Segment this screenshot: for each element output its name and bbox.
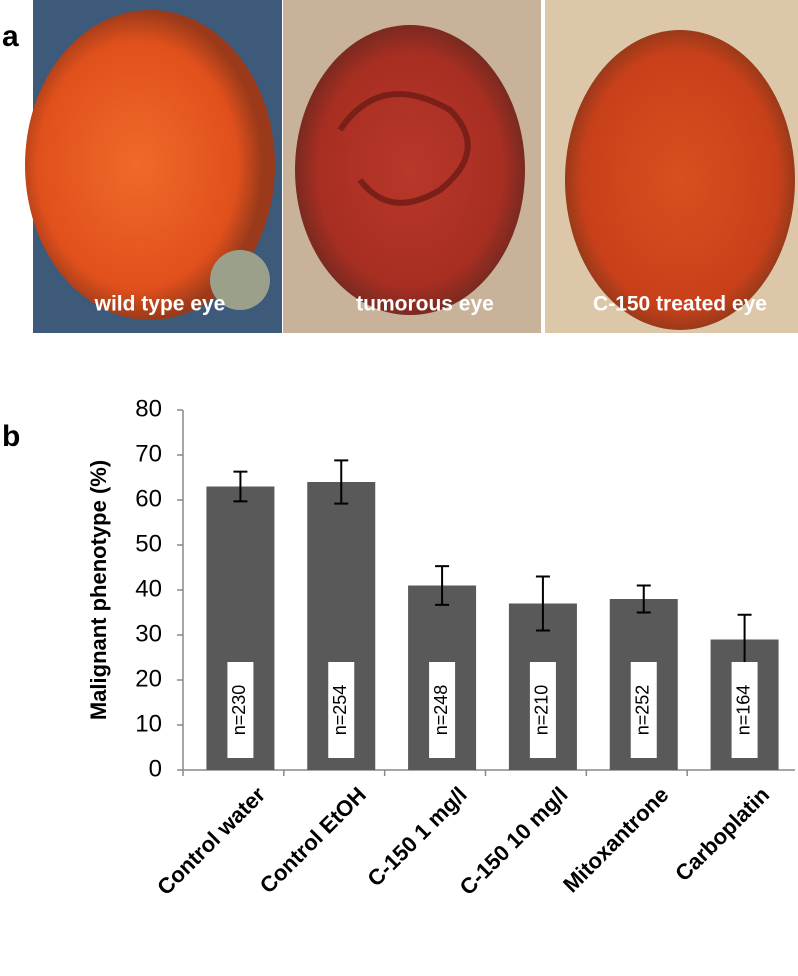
x-tick-label: C-150 1 mg/l [362, 782, 471, 891]
photo [25, 0, 282, 333]
y-tick-label: 80 [135, 395, 162, 422]
y-tick-label: 40 [135, 575, 162, 602]
x-tick-label: Control EtOH [255, 782, 371, 898]
photo [283, 0, 541, 333]
photo [545, 0, 798, 333]
x-tick-label: C-150 10 mg/l [455, 782, 573, 900]
error-bar [233, 470, 248, 503]
error-bar [636, 584, 651, 614]
annotation: n=164 [733, 685, 753, 736]
annotation-box [731, 662, 758, 758]
y-tick-label: 30 [135, 620, 162, 647]
annotation: n=252 [633, 685, 653, 736]
annotation: n=248 [431, 685, 451, 736]
panel-label: b [2, 420, 20, 453]
y-tick-label: 10 [135, 710, 162, 737]
y-tick-label: 60 [135, 485, 162, 512]
annotation-box [429, 662, 456, 758]
x-tick-label: Control water [152, 782, 270, 900]
annotation: n=230 [229, 685, 249, 736]
y-tick-label: 50 [135, 530, 162, 557]
y-tick-label: 20 [135, 665, 162, 692]
photo-caption: wild type eye [94, 293, 226, 316]
x-tick-label: Mitoxantrone [558, 782, 673, 897]
panel-label: a [2, 20, 19, 53]
annotation-box [328, 662, 355, 758]
photo-caption: C-150 treated eye [593, 293, 767, 316]
annotation: n=254 [330, 685, 350, 736]
annotation-box [227, 662, 254, 758]
error-bar [435, 565, 450, 606]
y-tick-label: 0 [149, 755, 162, 782]
y-tick-label: 70 [135, 440, 162, 467]
x-tick-label: Carboplatin [670, 782, 774, 886]
error-bar [535, 575, 550, 632]
error-bar [334, 459, 349, 505]
annotation-box [529, 662, 556, 758]
photo-caption: tumorous eye [356, 293, 494, 316]
annotation: n=210 [532, 685, 552, 736]
y-axis-label: Malignant phenotype (%) [86, 460, 111, 720]
annotation-box [630, 662, 657, 758]
